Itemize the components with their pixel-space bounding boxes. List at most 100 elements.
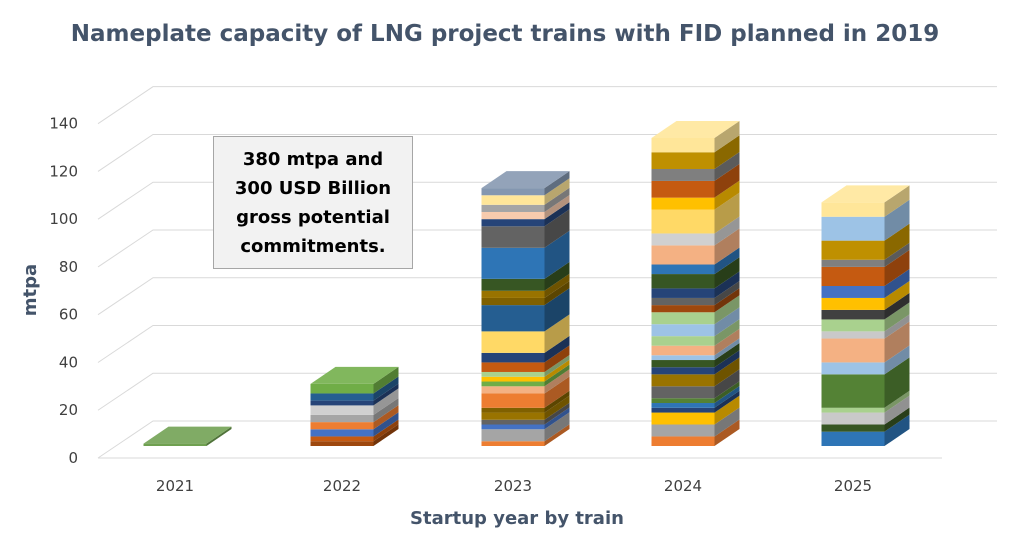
annotation-line: 380 mtpa and xyxy=(242,148,384,170)
gridline xyxy=(97,86,997,125)
x-tick-label: 2022 xyxy=(323,477,361,495)
bar-segment-side xyxy=(714,328,740,356)
bar-segment-side xyxy=(714,381,740,404)
y-tick-label: 20 xyxy=(59,401,78,419)
bar-segment xyxy=(821,319,885,332)
bar-top xyxy=(310,366,399,384)
bar-segment xyxy=(481,412,545,420)
bar-segment-side xyxy=(714,151,740,181)
bar-segment-side xyxy=(884,292,910,320)
bar-segment xyxy=(651,312,715,325)
bar-segment xyxy=(651,355,715,361)
bar-segment-side xyxy=(884,407,910,432)
bar-segment xyxy=(651,168,715,181)
bar-segment-side xyxy=(544,402,570,425)
bar-segment-side xyxy=(714,343,740,368)
bar-top xyxy=(481,171,570,189)
bar-segment-side xyxy=(544,194,570,220)
bar-segment-side xyxy=(714,350,740,375)
bar-segment xyxy=(310,383,374,394)
bar-segment xyxy=(481,407,545,413)
bar-segment xyxy=(651,180,715,198)
bar-segment xyxy=(143,443,207,446)
bar-segment-side xyxy=(714,271,740,298)
bar-segment xyxy=(651,386,715,399)
bar-segment-side xyxy=(714,180,740,210)
bar-segment-side xyxy=(714,338,740,361)
bar-segment-side xyxy=(373,376,399,401)
bar-segment-side xyxy=(714,257,740,289)
x-axis-ticks: 2021 2022 2023 2024 2025 xyxy=(156,477,872,495)
bar-stack-2024 xyxy=(651,120,740,446)
bar-segment-side xyxy=(373,419,399,442)
bar-segment xyxy=(651,398,715,404)
bar-stack-2022 xyxy=(310,366,399,446)
bar-segment-side xyxy=(544,395,570,420)
bar-segment-side xyxy=(714,280,740,306)
bar-segment-side xyxy=(544,390,570,413)
bar-segment xyxy=(481,188,545,196)
bar-segment xyxy=(481,247,545,279)
y-tick-label: 0 xyxy=(68,449,78,467)
bar-segment-side xyxy=(884,280,910,310)
bar-stack-2025 xyxy=(821,185,910,446)
bar-segment xyxy=(481,297,545,306)
bar-segment-side xyxy=(373,424,399,446)
bar-segment-side xyxy=(714,135,740,169)
bar-segment xyxy=(481,386,545,394)
bar-segment xyxy=(481,211,545,220)
bar-segment xyxy=(821,374,885,408)
bar-segment xyxy=(481,305,545,332)
y-tick-label: 60 xyxy=(59,306,78,324)
bar-segment-side xyxy=(544,424,570,446)
x-tick-label: 2021 xyxy=(156,477,194,495)
bar-segment-side xyxy=(206,426,232,446)
bar-segment-side xyxy=(884,249,910,287)
bar-segment-side xyxy=(714,386,740,408)
bar-segment xyxy=(821,259,885,267)
bar-segment-side xyxy=(544,202,570,227)
bar-top xyxy=(651,120,740,138)
bar-segment-side xyxy=(884,321,910,363)
chart-title: Nameplate capacity of LNG project trains… xyxy=(71,21,939,47)
annotation-line: gross potential xyxy=(236,206,390,228)
bar-segment xyxy=(821,202,885,217)
bar-segment-side xyxy=(544,187,570,212)
bar-segment xyxy=(821,216,885,241)
bars xyxy=(143,120,910,446)
bar-segment xyxy=(481,393,545,408)
y-tick-label: 40 xyxy=(59,353,78,371)
bar-segment-side xyxy=(373,388,399,415)
bar-segment-side xyxy=(884,314,910,339)
bar-segment xyxy=(310,429,374,437)
bar-segment-side xyxy=(714,295,740,325)
bar-segment-side xyxy=(884,199,910,241)
bar-stack-2023 xyxy=(481,171,570,446)
bar-segment-side xyxy=(714,419,740,446)
bar-segment-side xyxy=(884,185,910,217)
bar-segment-side xyxy=(544,407,570,430)
bar-segment xyxy=(821,309,885,320)
bar-segment xyxy=(821,407,885,413)
bar-segment xyxy=(651,324,715,337)
bar-segment xyxy=(651,367,715,375)
bar-segment xyxy=(481,429,545,442)
bar-segment xyxy=(821,362,885,375)
bar-segment xyxy=(651,264,715,275)
bar-segment-side xyxy=(373,397,399,423)
bar-segment xyxy=(481,371,545,377)
bar-segment xyxy=(481,204,545,212)
bar-segment xyxy=(481,352,545,363)
y-tick-label: 100 xyxy=(49,210,78,228)
bar-segment-side xyxy=(884,223,910,260)
bar-segment-side xyxy=(544,364,570,387)
bar-segment xyxy=(481,278,545,291)
bar-segment xyxy=(821,286,885,298)
bar-segment xyxy=(821,412,885,425)
bar-segment-side xyxy=(544,335,570,363)
bar-segment-side xyxy=(714,192,740,234)
bar-segment-side xyxy=(544,171,570,196)
bar-segment xyxy=(310,422,374,430)
bar-segment-side xyxy=(544,345,570,372)
bar-segment xyxy=(310,400,374,406)
